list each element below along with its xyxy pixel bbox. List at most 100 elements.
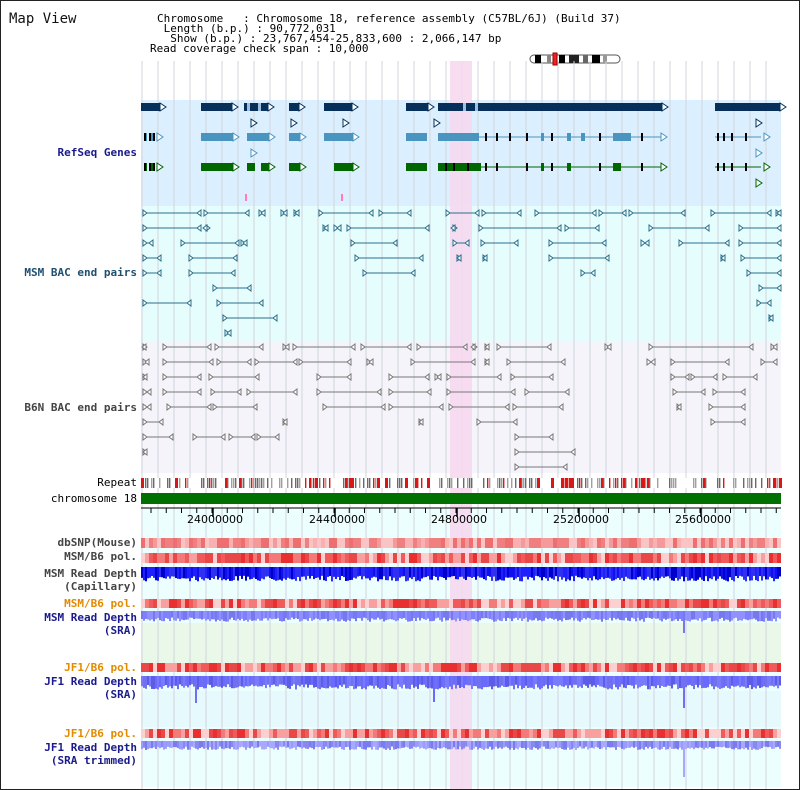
- repeat-element: [599, 478, 601, 488]
- msm-sra-depth-bar: [543, 611, 545, 621]
- msm-capillary-depth-bar: [189, 567, 191, 582]
- bac-end-marker: [601, 239, 607, 247]
- repeat-element: [643, 478, 646, 488]
- gene-strand-arrow: [352, 132, 360, 142]
- dbsnp-cell: [301, 538, 305, 548]
- msm-b6-pol-cell: [557, 599, 561, 608]
- jf1-trimmed-depth-bar: [445, 741, 447, 749]
- msm-b6-pol-cell: [669, 553, 673, 563]
- msm-b6-pol-cell: [413, 553, 417, 563]
- msm-sra-depth-bar: [367, 611, 369, 621]
- msm-capillary-depth-bar: [423, 567, 425, 578]
- dbsnp-cell: [161, 538, 165, 548]
- msm-sra-depth-bar: [373, 611, 375, 620]
- jf1-b6-pol-cell: [573, 663, 577, 672]
- msm-sra-depth-bar: [417, 611, 419, 618]
- jf1-b6-pol-cell: [373, 663, 377, 672]
- bac-end-marker: [212, 284, 218, 292]
- exon-tick: [149, 133, 151, 141]
- repeat-element: [521, 478, 523, 488]
- msm-b6-pol-cell: [181, 599, 185, 608]
- bac-end-marker: [646, 358, 652, 366]
- msm-sra-depth-bar: [217, 611, 219, 620]
- jf1-sra-depth-bar: [515, 676, 517, 685]
- msm-b6-pol-cell: [461, 599, 465, 608]
- jf1-trimmed-depth-bar: [253, 741, 255, 749]
- jf1-sra-depth-bar: [161, 676, 163, 689]
- dbsnp-cell: [201, 538, 205, 548]
- jf1-trimmed-depth-bar: [731, 741, 733, 750]
- jf1-trimmed-depth-bar: [485, 741, 487, 749]
- jf1-b6-pol-cell: [321, 729, 325, 738]
- dbsnp-cell: [285, 538, 289, 548]
- jf1-trimmed-depth-bar: [677, 741, 679, 750]
- jf1-b6-pol-cell: [173, 663, 177, 672]
- msm-capillary-depth-bar: [553, 567, 555, 580]
- msm-b6-pol-cell: [269, 553, 273, 563]
- msm-capillary-depth-bar: [161, 567, 163, 578]
- jf1-trimmed-depth-bar: [227, 741, 229, 749]
- jf1-b6-pol-cell: [505, 663, 509, 672]
- msm-b6-pol-cell: [725, 599, 729, 608]
- jf1-sra-depth-bar: [293, 676, 295, 685]
- msm-b6-pol-cell: [229, 553, 233, 563]
- msm-b6-pol-cell: [629, 599, 633, 608]
- jf1-sra-depth-bar: [691, 676, 693, 686]
- jf1-trimmed-depth-bar: [699, 741, 701, 748]
- jf1-trimmed-depth-bar: [165, 741, 167, 749]
- exon-tick: [526, 163, 528, 171]
- jf1-trimmed-depth-bar: [761, 741, 763, 749]
- repeat-element: [571, 478, 574, 488]
- bac-end-marker: [144, 358, 150, 366]
- msm-b6-pol-cell: [521, 553, 525, 563]
- jf1-sra-depth-bar: [191, 676, 193, 685]
- jf1-sra-depth-bar: [653, 676, 655, 687]
- msm-capillary-depth-bar: [297, 567, 299, 577]
- show-range-info: Show (b.p.) : 23,767,454-25,833,600 : 2,…: [157, 32, 502, 45]
- msm-b6-pol-cell: [513, 599, 517, 608]
- jf1-trimmed-depth-bar: [573, 741, 575, 748]
- msm-capillary-depth-bar: [533, 567, 535, 581]
- msm-b6-pol-cell: [597, 599, 601, 608]
- jf1-trimmed-depth-bar: [551, 741, 553, 749]
- jf1-b6-pol-cell: [149, 663, 153, 672]
- jf1-trimmed-depth-bar: [769, 741, 771, 747]
- msm-sra-depth-bar: [779, 611, 781, 619]
- jf1-sra-depth-bar: [677, 676, 679, 690]
- transcript-exon: [324, 133, 353, 141]
- jf1-sra-depth-bar: [479, 676, 481, 689]
- jf1-b6-pol-cell: [337, 663, 341, 672]
- msm-b6-pol-cell: [561, 599, 565, 608]
- bac-end-marker: [272, 314, 278, 322]
- repeat-element: [531, 478, 533, 488]
- msm-sra-depth-bar: [505, 611, 507, 621]
- msm-capillary-depth-bar: [455, 567, 457, 580]
- chromosome-ideogram[interactable]: [529, 52, 623, 66]
- msm-b6-pol-cell: [577, 599, 581, 608]
- dbsnp-cell: [721, 538, 725, 548]
- msm-sra-depth-bar: [705, 611, 707, 620]
- jf1-b6-pol-cell: [469, 663, 473, 672]
- msm-sra-depth-bar: [233, 611, 235, 621]
- dbsnp-cell: [745, 538, 749, 548]
- jf1-b6-pol-cell: [777, 729, 781, 738]
- jf1-sra-depth-bar: [605, 676, 607, 689]
- msm-sra-depth-bar: [615, 611, 617, 620]
- msm-capillary-depth-bar: [413, 567, 415, 577]
- jf1-trimmed-depth-bar: [417, 741, 419, 747]
- jf1-sra-depth-bar: [507, 676, 509, 687]
- msm-b6-pol-cell: [741, 553, 745, 563]
- msm-b6-pol-cell: [529, 599, 533, 608]
- msm-capillary-depth-bar: [179, 567, 181, 579]
- jf1-sra-depth-bar: [443, 676, 445, 689]
- msm-capillary-depth-bar: [745, 567, 747, 582]
- transcript-exon: [613, 133, 621, 141]
- repeat-element: [257, 478, 259, 488]
- msm-capillary-depth-bar: [277, 567, 279, 581]
- bac-end-marker: [720, 254, 726, 262]
- msm-capillary-depth-bar: [305, 567, 307, 580]
- exon-tick: [551, 163, 553, 171]
- dbsnp-cell: [753, 538, 757, 548]
- bac-end-marker: [510, 373, 516, 381]
